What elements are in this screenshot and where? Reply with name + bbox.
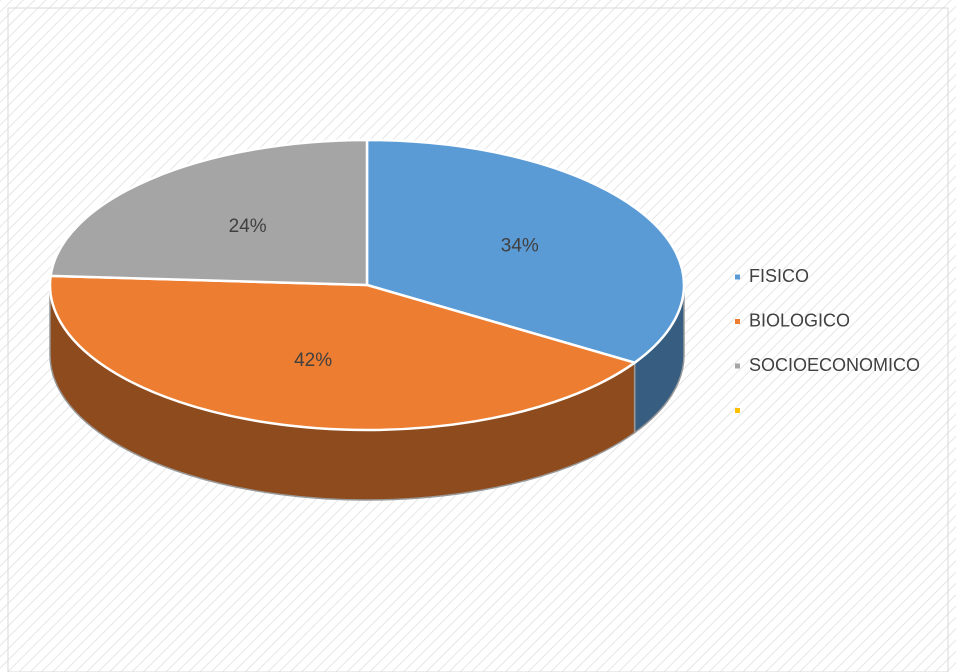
data-label: 34% [501, 236, 539, 257]
chart: 34% 42% 24% FISICO BIOLOGICO SOCIOECONOMICO [0, 0, 956, 672]
legend-label: SOCIOECONOMICO [749, 355, 920, 375]
data-label: 24% [229, 216, 267, 237]
legend-marker [735, 408, 740, 413]
page: 34%42%24% FISICOBIOLOGICOSOCIOECONOMICO … [0, 0, 956, 672]
legend-marker [735, 319, 740, 324]
legend-marker [735, 364, 740, 369]
data-label: 42% [294, 350, 332, 371]
legend-label: FISICO [749, 266, 809, 286]
pie-tops [50, 140, 684, 430]
legend-label: BIOLOGICO [749, 310, 850, 330]
legend-marker [735, 275, 740, 280]
